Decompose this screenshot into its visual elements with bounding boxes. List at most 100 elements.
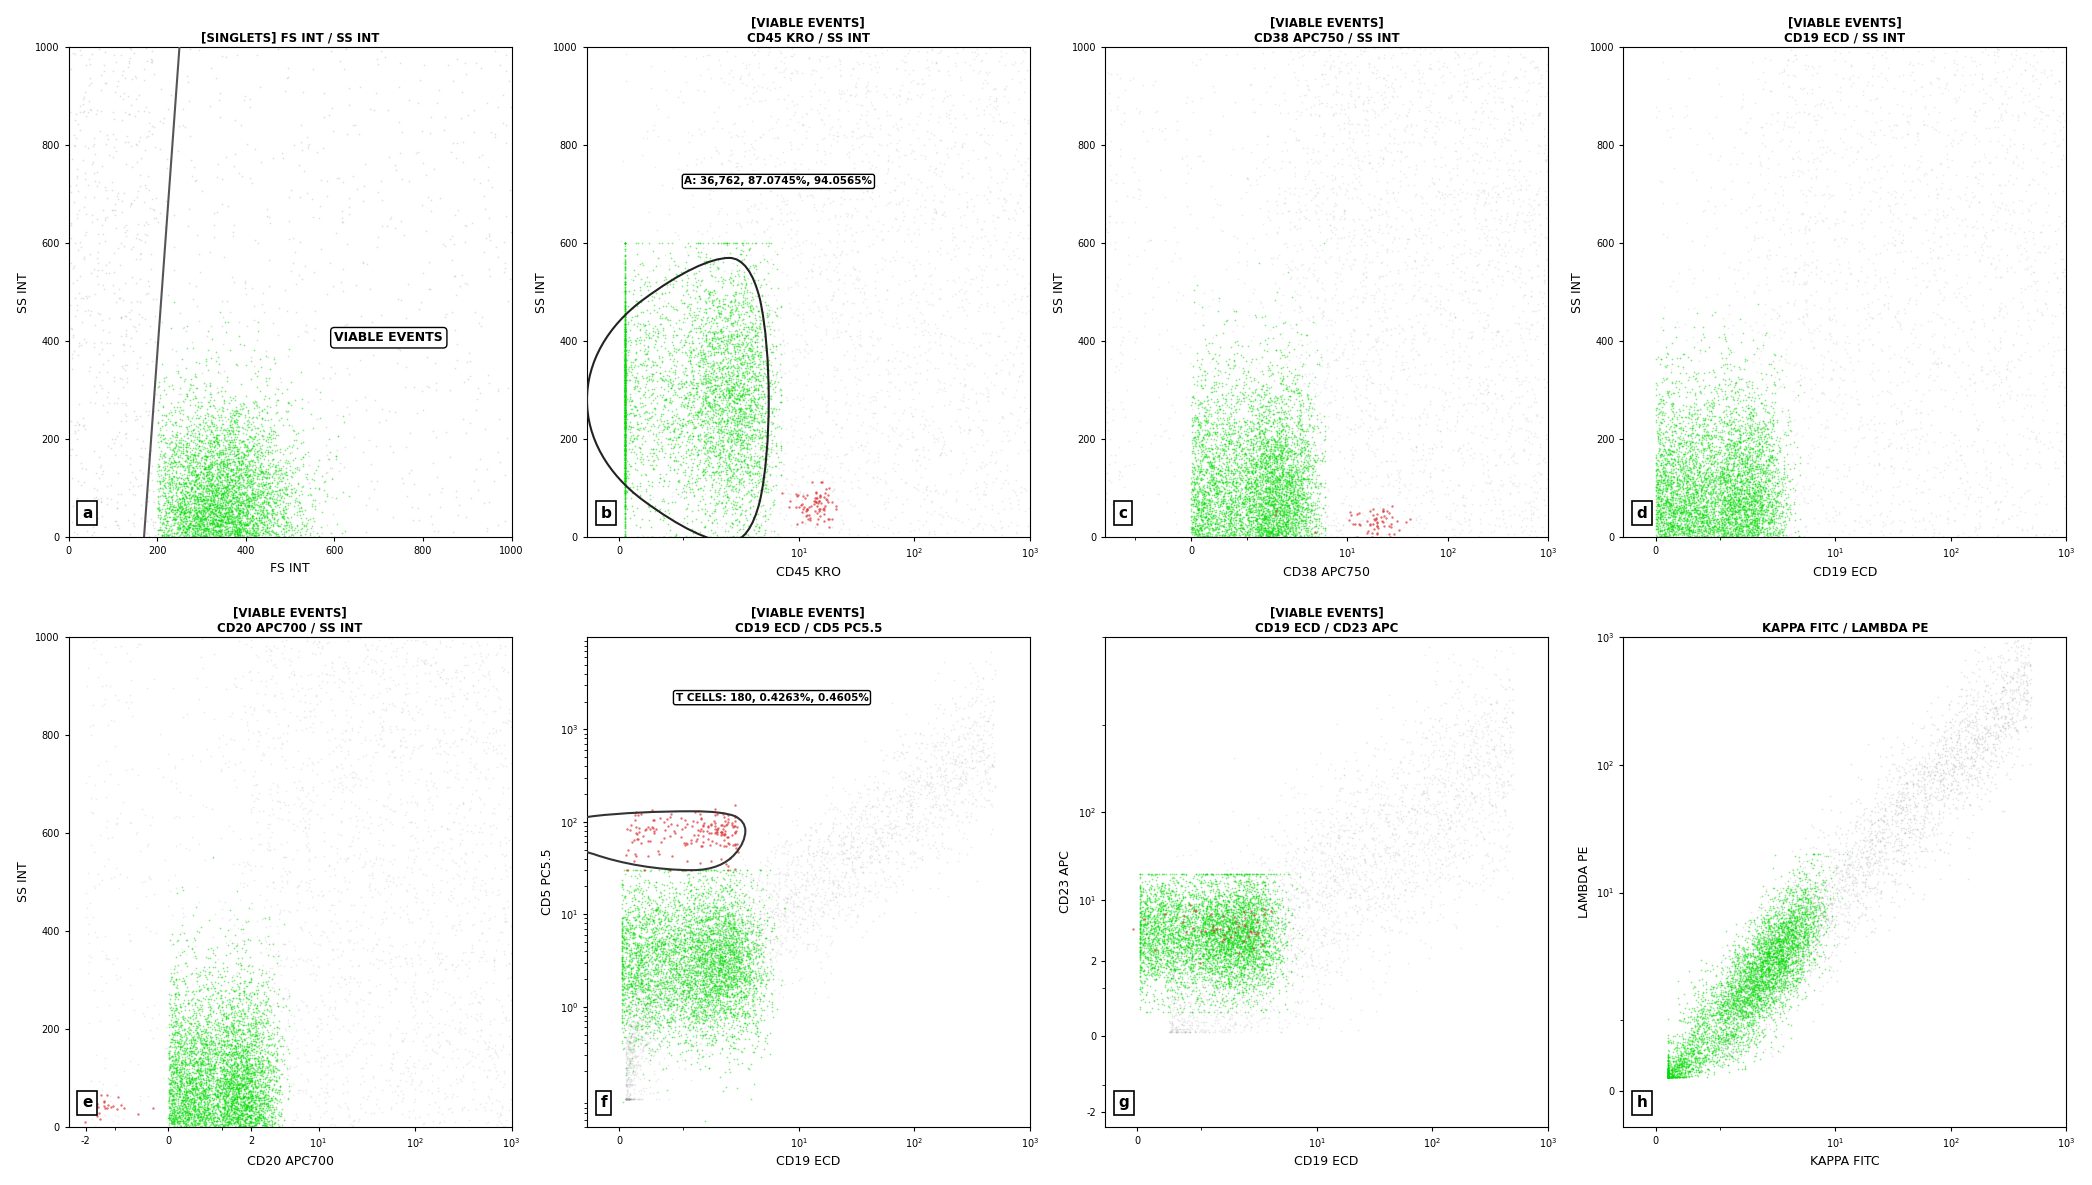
Point	[195, 453, 228, 472]
Point	[718, 944, 751, 963]
Point	[885, 854, 918, 873]
Point	[1207, 424, 1241, 443]
Point	[1690, 422, 1724, 441]
Point	[1197, 910, 1230, 929]
Point	[249, 1094, 282, 1113]
Point	[1236, 399, 1270, 418]
Point	[1234, 934, 1268, 953]
Point	[1881, 790, 1914, 809]
Point	[1663, 1058, 1697, 1077]
Point	[1690, 491, 1724, 510]
Point	[615, 991, 649, 1010]
Point	[1433, 200, 1466, 219]
Point	[709, 385, 743, 404]
Point	[893, 790, 927, 809]
Point	[1661, 485, 1695, 504]
Point	[1707, 460, 1741, 479]
Point	[1232, 920, 1266, 939]
Point	[1755, 493, 1789, 512]
Point	[1653, 475, 1686, 494]
Point	[1720, 502, 1753, 521]
Point	[615, 332, 649, 351]
Point	[697, 382, 730, 401]
Point	[994, 223, 1027, 242]
Point	[1138, 941, 1172, 960]
Point	[732, 527, 766, 546]
Point	[732, 396, 766, 415]
Point	[1807, 828, 1841, 847]
Point	[262, 515, 295, 534]
Point	[429, 307, 462, 326]
Point	[199, 521, 232, 540]
Point	[1743, 511, 1776, 530]
Point	[253, 369, 287, 387]
Point	[1728, 943, 1761, 962]
Point	[709, 461, 743, 480]
Point	[1222, 905, 1255, 924]
Point	[2000, 719, 2033, 738]
Point	[609, 352, 642, 371]
Point	[626, 962, 659, 981]
Point	[711, 412, 745, 431]
Point	[207, 485, 241, 504]
Point	[1684, 994, 1718, 1013]
Point	[205, 406, 238, 425]
Point	[1701, 395, 1734, 414]
Point	[174, 1117, 207, 1136]
Point	[226, 739, 259, 758]
Point	[1230, 492, 1264, 511]
Point	[609, 318, 642, 337]
Point	[1644, 466, 1678, 485]
Point	[167, 487, 201, 506]
Point	[228, 495, 262, 514]
Point	[1270, 524, 1303, 543]
Point	[1180, 482, 1213, 501]
Point	[609, 369, 642, 387]
Point	[1732, 447, 1766, 466]
Point	[1715, 976, 1749, 995]
Point	[86, 1075, 119, 1094]
Point	[672, 527, 705, 546]
Point	[1916, 769, 1950, 788]
Point	[1238, 957, 1272, 976]
Point	[201, 480, 234, 499]
Point	[215, 1094, 249, 1113]
Point	[674, 948, 707, 967]
Point	[1791, 937, 1824, 956]
Point	[213, 508, 247, 527]
Point	[215, 438, 249, 457]
Point	[678, 925, 711, 944]
Point	[192, 1066, 226, 1085]
Point	[990, 232, 1023, 251]
Point	[1692, 511, 1726, 530]
Point	[1659, 489, 1692, 508]
Point	[1722, 460, 1755, 479]
Point	[1339, 814, 1372, 833]
Point	[826, 779, 860, 798]
Point	[213, 1058, 247, 1077]
Point	[705, 175, 738, 194]
Point	[190, 1012, 224, 1031]
Point	[1766, 271, 1799, 290]
Point	[395, 825, 429, 844]
Point	[1688, 469, 1722, 488]
Point	[1209, 475, 1243, 494]
Point	[1701, 495, 1734, 514]
Point	[163, 518, 197, 537]
Point	[1360, 82, 1393, 101]
Point	[1343, 818, 1377, 837]
Point	[1814, 839, 1847, 858]
Point	[1299, 342, 1333, 361]
Point	[609, 524, 642, 543]
Point	[1241, 971, 1274, 989]
Point	[1341, 497, 1374, 515]
Point	[1707, 1020, 1741, 1039]
Point	[971, 711, 1004, 730]
Point	[761, 459, 795, 478]
Point	[1220, 498, 1253, 517]
Point	[1190, 948, 1224, 967]
Point	[1707, 519, 1741, 538]
Point	[1241, 469, 1274, 488]
Point	[669, 935, 703, 954]
Point	[615, 957, 649, 976]
